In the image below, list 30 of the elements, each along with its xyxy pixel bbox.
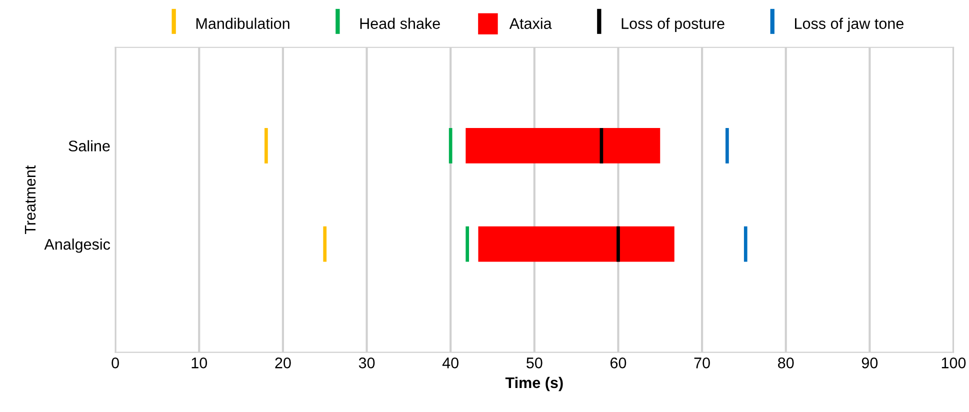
- x-tick-label: 90: [862, 358, 878, 368]
- y-tick-label: Analgesic: [44, 238, 110, 253]
- bar: [744, 226, 748, 262]
- bar: [264, 128, 268, 164]
- bar: [616, 226, 620, 262]
- x-tick-label: 30: [358, 358, 375, 368]
- legend-label: Mandibulation: [196, 18, 290, 29]
- y-axis-title: Treatment: [24, 165, 36, 234]
- legend-label: Head shake: [360, 18, 440, 29]
- x-axis-title: Time (s): [505, 376, 563, 392]
- legend-label: Loss of posture: [622, 18, 724, 32]
- bar: [600, 128, 604, 164]
- x-tick-label: 10: [192, 358, 208, 368]
- legend-label: Ataxia: [509, 18, 552, 29]
- x-tick-label: 100: [942, 358, 966, 368]
- y-tick-label: Saline: [68, 140, 110, 152]
- bar: [323, 226, 327, 262]
- legend-label: Loss of jaw tone: [795, 18, 904, 32]
- x-tick-label: 70: [694, 358, 710, 368]
- x-tick-label: 40: [442, 358, 458, 368]
- bar: [726, 128, 729, 164]
- bar: [448, 128, 452, 164]
- bar: [466, 128, 660, 164]
- x-tick-label: 20: [275, 358, 291, 368]
- x-tick-label: 60: [610, 358, 626, 368]
- x-tick-label: 80: [778, 358, 794, 368]
- x-tick-label: 0: [112, 358, 119, 368]
- x-tick-label: 50: [526, 358, 542, 368]
- bar: [478, 226, 674, 262]
- bar: [466, 226, 470, 262]
